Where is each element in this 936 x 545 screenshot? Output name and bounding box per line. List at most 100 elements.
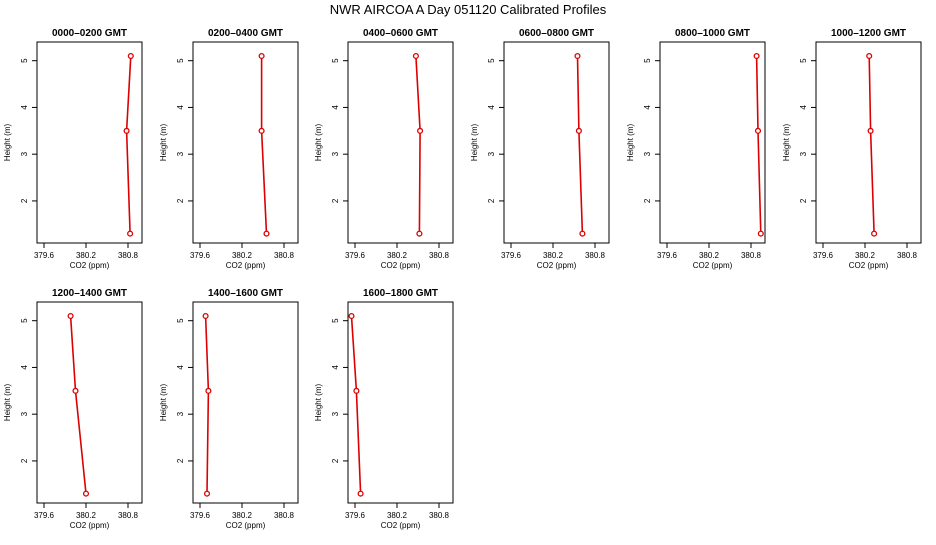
panel-8: 1400–1600 GMT 379.6 380.2 380.8 CO2 (ppm) 2 3 4… [159, 288, 299, 530]
panels-layer: 0000–0200 GMT 379.6 380.2 380.8 CO2 (ppm) 2 3 4… [3, 28, 922, 530]
figure-title: NWR AIRCOA A Day 051120 Calibrated Profi… [330, 2, 607, 17]
y-tick-label: 4 [176, 105, 185, 110]
panel-2: 0200–0400 GMT 379.6 380.2 380.8 CO2 (ppm) 2 3 4… [159, 28, 299, 270]
y-tick-label: 2 [331, 198, 340, 203]
profile-line [125, 55, 132, 234]
y-axis-label: Height (m) [3, 123, 12, 161]
panel-title: 1000–1200 GMT [831, 28, 906, 39]
data-point [757, 230, 764, 237]
profile-line [204, 315, 210, 494]
y-axis-label: Height (m) [159, 123, 168, 161]
x-tick-label: 380.8 [429, 251, 450, 260]
y-tick-label: 4 [20, 365, 29, 370]
panel-3: 0400–0600 GMT 379.6 380.2 380.8 CO2 (ppm) 2 3 4… [314, 28, 454, 270]
x-axis-label: CO2 (ppm) [70, 521, 110, 530]
x-axis-label: CO2 (ppm) [537, 261, 577, 270]
plot-frame [192, 41, 299, 244]
data-point [127, 230, 134, 237]
profile-line [415, 55, 421, 234]
plot-frame [503, 41, 610, 244]
y-tick-label: 4 [331, 365, 340, 370]
data-point [348, 312, 355, 320]
y-tick-label: 2 [487, 198, 496, 203]
panel-6: 1000–1200 GMT 379.6 380.2 380.8 CO2 (ppm) 2 3 4… [782, 28, 922, 270]
data-point [357, 490, 364, 497]
data-point [754, 127, 762, 134]
y-tick-label: 5 [20, 58, 29, 63]
data-point [867, 127, 874, 134]
plot-frame [347, 41, 454, 244]
profile-line [350, 315, 362, 494]
y-tick-label: 5 [20, 318, 29, 323]
plot-frame [192, 301, 299, 504]
x-tick-label: 379.6 [345, 511, 366, 520]
y-tick-label: 4 [20, 105, 29, 110]
x-axis-label: CO2 (ppm) [693, 261, 733, 270]
x-axis-label: CO2 (ppm) [849, 261, 889, 270]
data-point [82, 490, 90, 497]
y-tick-label: 2 [799, 198, 808, 203]
panel-title: 1400–1600 GMT [208, 288, 283, 299]
y-tick-label: 5 [643, 58, 652, 63]
y-axis-label: Height (m) [3, 383, 12, 421]
data-point [258, 52, 265, 60]
x-tick-label: 380.2 [232, 511, 253, 520]
y-tick-label: 2 [20, 458, 29, 463]
profile-line [868, 56, 875, 234]
data-point [263, 230, 270, 237]
data-point [575, 127, 582, 134]
y-tick-label: 4 [487, 105, 496, 110]
data-point [67, 312, 74, 320]
panel-7: 1200–1400 GMT 379.6 380.2 380.8 CO2 (ppm) 2 3 4… [3, 288, 143, 530]
x-tick-label: 379.6 [501, 251, 522, 260]
plot-frame [36, 41, 143, 244]
x-tick-label: 379.6 [190, 251, 211, 260]
x-tick-label: 380.2 [387, 251, 408, 260]
plot-frame [36, 301, 143, 504]
y-tick-label: 5 [331, 58, 340, 63]
x-tick-label: 380.2 [387, 511, 408, 520]
panel-5: 0800–1000 GMT 379.6 380.2 380.8 CO2 (ppm) 2 3 4… [626, 28, 766, 270]
x-tick-label: 380.2 [543, 251, 564, 260]
x-tick-label: 379.6 [34, 511, 55, 520]
y-tick-label: 3 [20, 151, 29, 156]
x-tick-label: 380.2 [232, 251, 253, 260]
x-axis-label: CO2 (ppm) [381, 521, 421, 530]
y-tick-label: 3 [20, 411, 29, 416]
data-point [203, 490, 211, 497]
x-tick-label: 379.6 [34, 251, 55, 260]
profile-line [260, 56, 268, 234]
data-point [871, 230, 878, 237]
x-tick-label: 380.2 [699, 251, 720, 260]
panel-title: 1200–1400 GMT [52, 288, 127, 299]
x-tick-label: 379.6 [657, 251, 678, 260]
y-axis-label: Height (m) [626, 123, 635, 161]
y-tick-label: 4 [331, 105, 340, 110]
y-tick-label: 2 [20, 198, 29, 203]
x-tick-label: 380.2 [76, 251, 97, 260]
y-tick-label: 3 [487, 151, 496, 156]
x-tick-label: 380.2 [855, 251, 876, 260]
y-axis-label: Height (m) [159, 383, 168, 421]
data-point [123, 127, 130, 134]
x-tick-label: 379.6 [190, 511, 211, 520]
panel-title: 0800–1000 GMT [675, 28, 750, 39]
x-tick-label: 380.8 [274, 511, 295, 520]
x-tick-label: 380.8 [741, 251, 762, 260]
x-tick-label: 379.6 [813, 251, 834, 260]
x-tick-label: 380.8 [585, 251, 606, 260]
y-tick-label: 3 [176, 151, 185, 156]
y-tick-label: 2 [643, 198, 652, 203]
plot-frame [659, 41, 766, 244]
y-axis-label: Height (m) [782, 123, 791, 161]
y-tick-label: 2 [176, 198, 185, 203]
plot-frame [347, 301, 454, 504]
y-tick-label: 5 [331, 318, 340, 323]
x-axis-label: CO2 (ppm) [226, 521, 266, 530]
y-tick-label: 3 [643, 151, 652, 156]
panel-1: 0000–0200 GMT 379.6 380.2 380.8 CO2 (ppm) 2 3 4… [3, 28, 143, 270]
data-point [258, 127, 265, 134]
panel-title: 1600–1800 GMT [363, 288, 438, 299]
